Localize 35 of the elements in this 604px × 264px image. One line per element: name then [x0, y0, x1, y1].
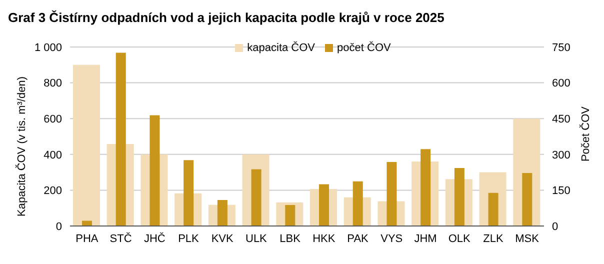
bar — [73, 64, 100, 226]
x-tick-label: STČ — [110, 232, 132, 245]
x-tick-label: ULK — [246, 232, 268, 245]
x-tick-label: PHA — [76, 232, 99, 245]
bar — [522, 173, 532, 226]
x-tick-label: PLK — [178, 232, 200, 245]
x-tick-label: ZLK — [483, 232, 504, 245]
x-tick-label: OLK — [448, 232, 472, 245]
x-tick-label: KVK — [211, 232, 234, 245]
y2-tick-label: 600 — [552, 78, 570, 90]
y-tick-label: 1 000 — [34, 42, 62, 54]
y2-tick-label: 750 — [552, 42, 570, 54]
x-tick-label: MSK — [515, 232, 540, 245]
x-tick-label: VYS — [380, 232, 403, 245]
y-axis-title: Kapacita ČOV (v tis. m³/den) — [14, 76, 28, 216]
x-tick-label: HKK — [312, 232, 336, 245]
y2-axis-title: Počet ČOV — [578, 106, 592, 162]
x-tick-label: JHČ — [144, 232, 166, 245]
x-tick-label: PAK — [347, 232, 370, 245]
y2-tick-label: 0 — [552, 220, 558, 233]
bar — [488, 192, 498, 226]
chart-title: Graf 3 Čistírny odpadních vod a jejich kapacita podle krajů v roce 2025 — [8, 9, 446, 27]
x-tick-label: JHM — [414, 232, 437, 245]
y-tick-label: 200 — [44, 185, 62, 198]
y2-tick-label: 150 — [552, 185, 570, 198]
bar — [82, 220, 92, 226]
y2-tick-label: 300 — [552, 149, 570, 162]
y-tick-label: 0 — [56, 220, 62, 233]
y-tick-label: 600 — [44, 114, 62, 126]
y-tick-label: 800 — [44, 78, 62, 90]
x-tick-label: LBK — [280, 232, 302, 245]
y2-tick-label: 450 — [552, 114, 570, 126]
y-tick-label: 400 — [44, 149, 62, 162]
legend-label: počet ČOV — [337, 42, 391, 54]
legend-label: kapacita ČOV — [247, 42, 316, 54]
